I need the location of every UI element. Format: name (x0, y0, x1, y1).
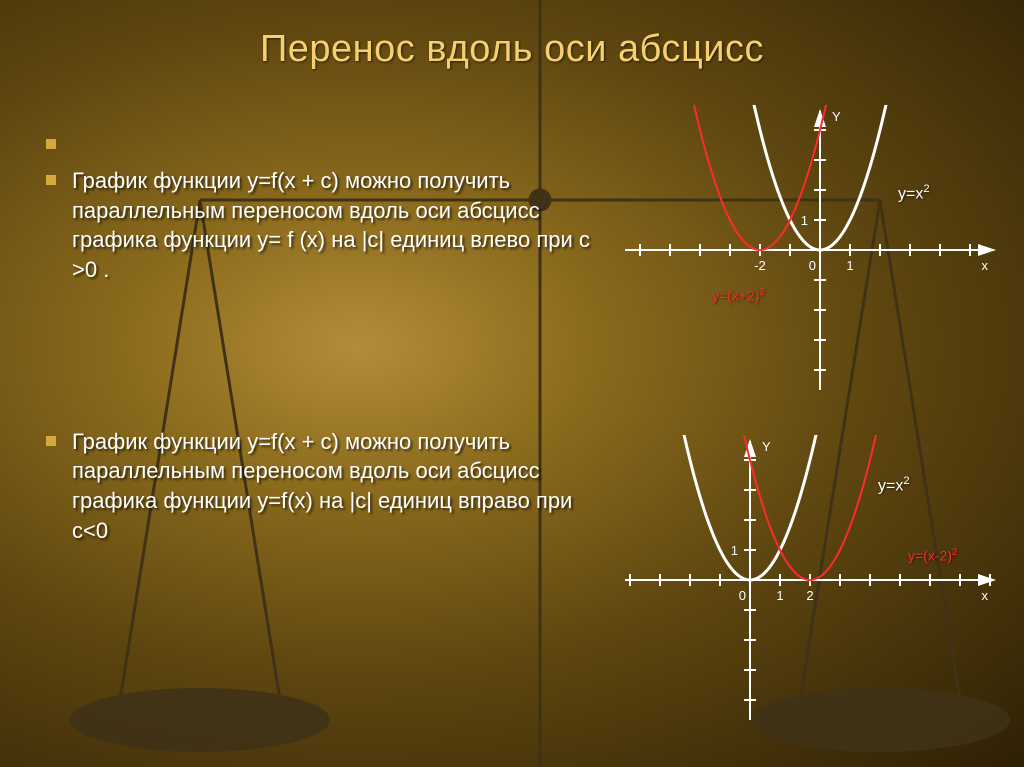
svg-text:0: 0 (739, 588, 746, 603)
bullet-2: График функции y=f(x + c) можно получить… (44, 427, 604, 546)
svg-text:2: 2 (806, 588, 813, 603)
svg-text:Y: Y (832, 109, 841, 124)
svg-text:x: x (982, 588, 989, 603)
svg-text:1: 1 (731, 543, 738, 558)
bullet-spacer (44, 130, 604, 148)
svg-text:-2: -2 (754, 258, 766, 273)
chart-svg: 1 2 1 0 x Y (620, 435, 1000, 725)
chart-svg: -2 1 1 0 x Y (620, 105, 1000, 395)
text-content: График функции y=f(x + c) можно получить… (44, 130, 604, 568)
series-label: y=(x-2)2 (908, 547, 957, 564)
svg-text:1: 1 (801, 213, 808, 228)
svg-text:1: 1 (776, 588, 783, 603)
svg-text:x: x (982, 258, 989, 273)
series-label: y=x2 (878, 475, 910, 495)
svg-text:0: 0 (809, 258, 816, 273)
bullet-1: График функции y=f(x + c) можно получить… (44, 166, 604, 285)
svg-text:1: 1 (846, 258, 853, 273)
slide: Перенос вдоль оси абсцисс График функции… (0, 0, 1024, 767)
slide-title: Перенос вдоль оси абсцисс (0, 0, 1024, 71)
svg-text:Y: Y (762, 439, 771, 454)
series-label: y=x2 (898, 183, 930, 203)
chart-shift-left: -2 1 1 0 x Yy=x2 y=(x+2)2 (620, 105, 1000, 395)
series-label: y=(x+2)2 (712, 287, 765, 304)
chart-shift-right: 1 2 1 0 x Yy=x2 y=(x-2)2 (620, 435, 1000, 725)
